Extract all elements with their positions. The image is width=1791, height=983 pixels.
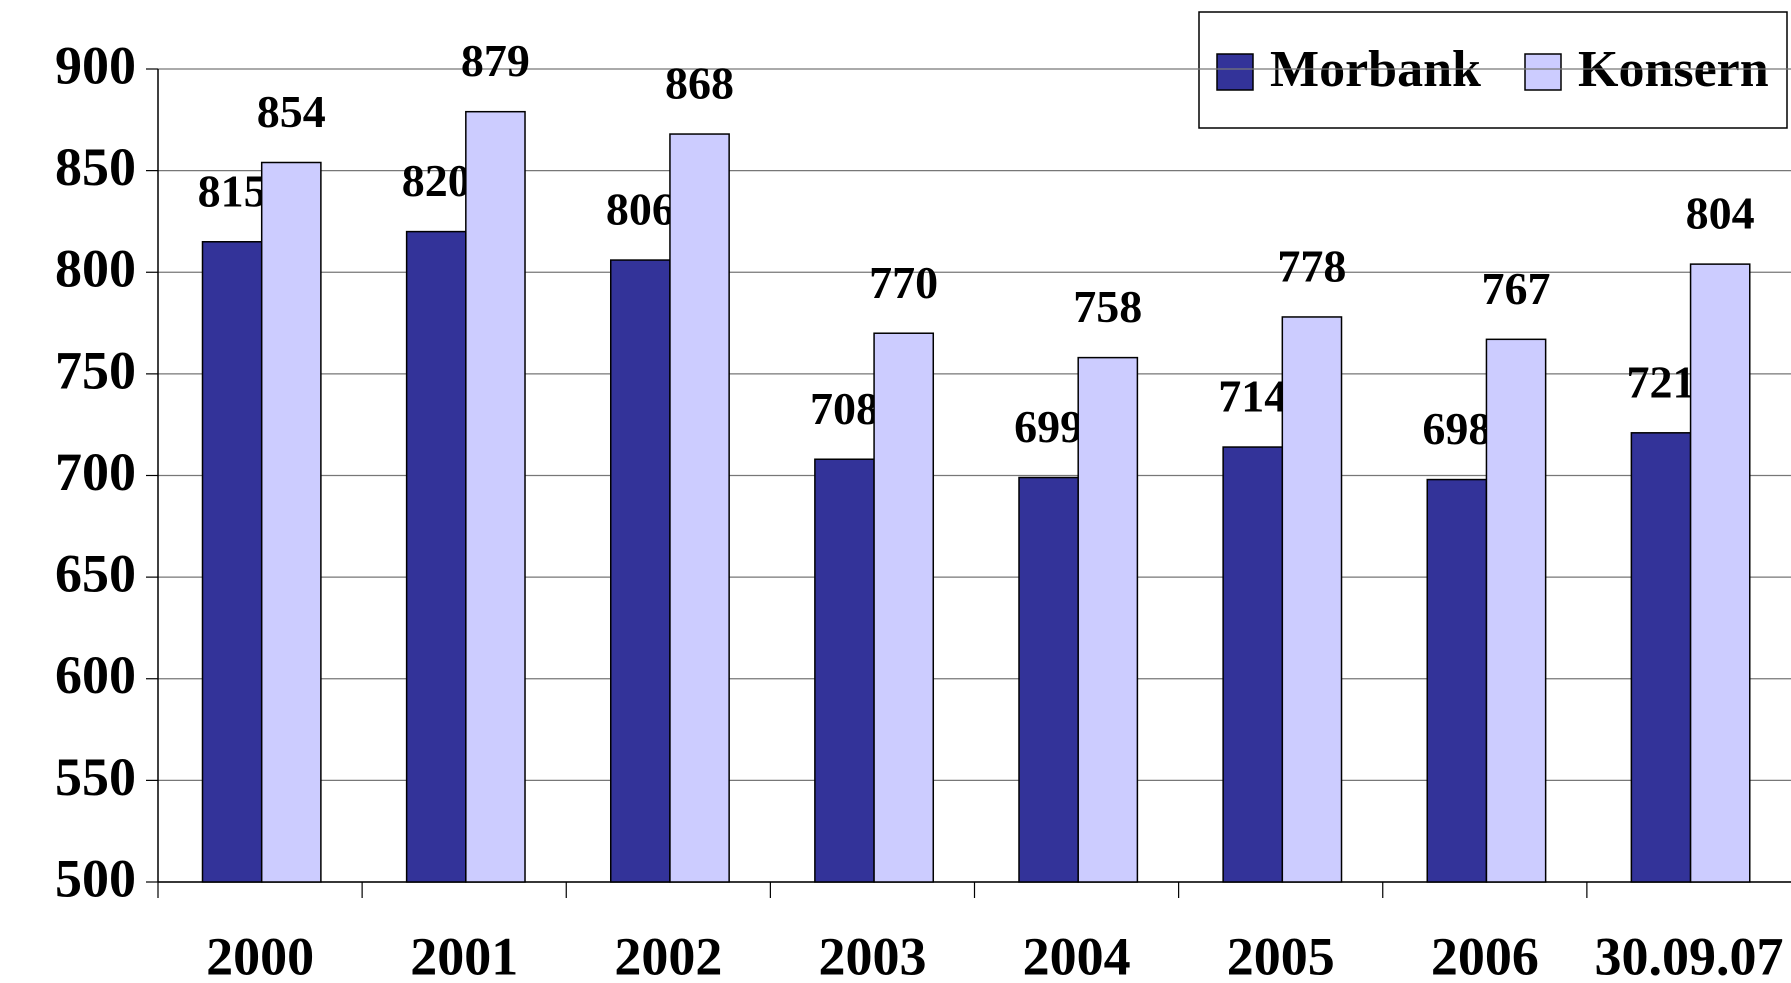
bar [201, 241, 263, 883]
bar [873, 332, 935, 883]
y-tick-label: 800 [55, 239, 136, 299]
data-label: 708 [810, 383, 879, 434]
data-label: 699 [1014, 401, 1083, 452]
bar [814, 458, 875, 883]
y-tick-label: 750 [55, 340, 136, 400]
data-label: 714 [1218, 371, 1287, 422]
x-tick-label: 2002 [614, 926, 722, 983]
y-tick-label: 700 [55, 442, 136, 502]
data-label: 721 [1626, 356, 1695, 407]
bar [1281, 316, 1343, 883]
bar [1426, 478, 1488, 883]
y-tick-label: 900 [55, 35, 136, 95]
bar [260, 161, 322, 883]
y-tick-label: 500 [55, 848, 136, 908]
data-label: 698 [1422, 403, 1491, 454]
x-tick-label: 2003 [818, 926, 926, 983]
x-tick-label: 2001 [410, 926, 518, 983]
bar [1485, 338, 1547, 883]
legend: Morbank Konsern [1198, 11, 1788, 129]
x-tick-label: 2000 [206, 926, 314, 983]
data-label: 767 [1482, 263, 1551, 314]
data-label: 854 [257, 86, 326, 137]
data-label: 868 [665, 58, 734, 109]
data-label: 879 [461, 35, 530, 86]
data-label: 778 [1277, 241, 1346, 292]
data-label: 804 [1686, 188, 1755, 239]
bar [669, 133, 730, 883]
x-tick-label: 2005 [1227, 926, 1335, 983]
data-label: 758 [1073, 281, 1142, 332]
y-tick-label: 650 [55, 544, 136, 604]
x-tick-label: 2004 [1023, 926, 1131, 983]
bar [405, 230, 467, 883]
y-tick-label: 600 [55, 645, 136, 705]
legend-swatch [1524, 53, 1562, 91]
bar [609, 259, 671, 883]
data-label: 770 [869, 257, 938, 308]
legend-box [1198, 11, 1788, 129]
legend-swatch [1216, 53, 1254, 91]
bar [1077, 356, 1139, 883]
bar [1018, 476, 1079, 883]
y-tick-label: 550 [55, 747, 136, 807]
bar [1689, 263, 1751, 883]
data-label: 806 [606, 184, 675, 235]
data-label: 820 [402, 155, 471, 206]
bar [1222, 446, 1284, 883]
data-label: 815 [198, 165, 267, 216]
x-tick-label: 2006 [1431, 926, 1539, 983]
bar [465, 110, 526, 883]
x-tick-label: 30.09.07 [1594, 926, 1783, 983]
bar [1630, 432, 1692, 883]
y-tick-label: 850 [55, 137, 136, 197]
